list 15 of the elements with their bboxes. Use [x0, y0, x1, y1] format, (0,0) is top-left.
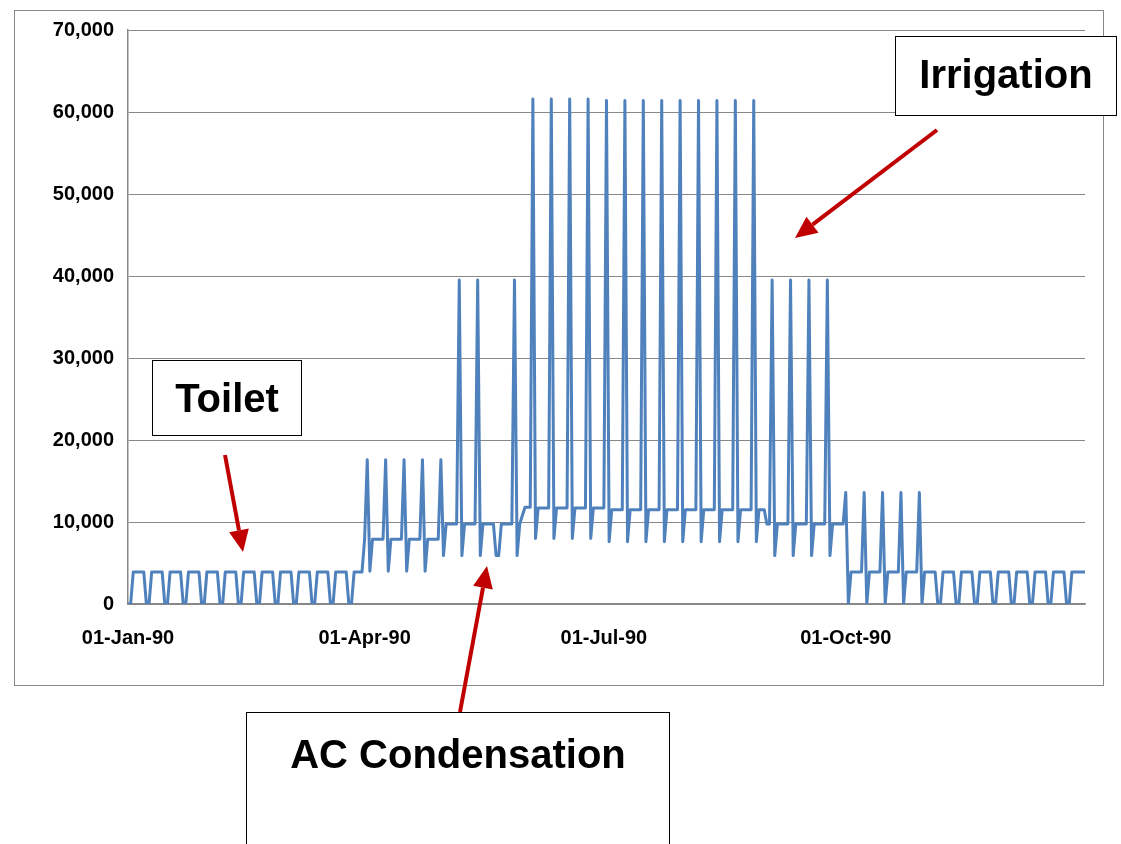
x-tick-label: 01-Jul-90	[560, 625, 648, 648]
y-tick-label: 40,000	[52, 263, 114, 286]
y-tick-label: 50,000	[52, 181, 114, 204]
y-tick-label: 0	[102, 591, 114, 614]
annotation: Toilet	[152, 360, 302, 436]
x-tick-label: 01-Jan-90	[81, 625, 175, 648]
y-tick-label: 60,000	[52, 99, 114, 122]
y-tick-label: 30,000	[52, 345, 114, 368]
y-tick-label: 10,000	[52, 509, 114, 532]
x-tick-label: 01-Apr-90	[318, 625, 411, 648]
text: AC Condensation	[246, 712, 670, 844]
x-tick-label: 01-Oct-90	[800, 625, 892, 648]
annotation: Irrigation	[895, 36, 1117, 116]
y-tick-label: 20,000	[52, 427, 114, 450]
y-tick-label: 70,000	[52, 17, 114, 40]
